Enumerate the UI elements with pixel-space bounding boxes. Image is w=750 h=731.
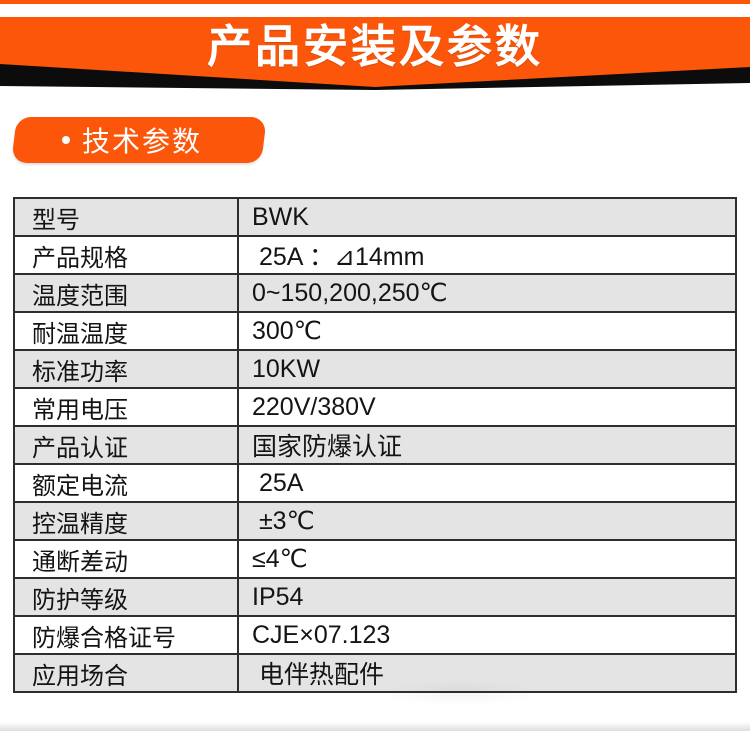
table-row: 控温精度 ±3℃ bbox=[13, 501, 737, 541]
spec-label: 防爆合格证号 bbox=[13, 615, 239, 655]
page-title: 产品安装及参数 bbox=[206, 20, 543, 72]
spec-value: ≤4℃ bbox=[237, 539, 737, 579]
section-badge-label: 技术参数 bbox=[82, 126, 203, 157]
table-row: 产品认证 国家防爆认证 bbox=[13, 425, 737, 465]
spec-label: 标准功率 bbox=[13, 349, 239, 389]
spec-value: 220V/380V bbox=[237, 387, 737, 427]
spec-table: 型号 BWK 产品规格 25A ：⊿14mm 温度范围 0~150,200,250℃ 耐温… bbox=[13, 197, 737, 693]
spec-label: 应用场合 bbox=[13, 653, 239, 693]
spec-label: 通断差动 bbox=[13, 539, 239, 579]
spec-label: 常用电压 bbox=[13, 387, 239, 427]
spec-value: 电伴热配件 bbox=[237, 653, 737, 693]
table-row: 通断差动 ≤4℃ bbox=[13, 539, 737, 579]
spec-table-body: 型号 BWK 产品规格 25A ：⊿14mm 温度范围 0~150,200,250℃ 耐温… bbox=[13, 197, 737, 693]
table-row: 应用场合 电伴热配件 bbox=[13, 653, 737, 693]
spec-value: IP54 bbox=[237, 577, 737, 617]
table-row: 标准功率 10KW bbox=[13, 349, 737, 389]
table-row: 产品规格 25A ：⊿14mm bbox=[13, 235, 737, 275]
top-accent-strip bbox=[0, 0, 750, 4]
spec-value: 10KW bbox=[237, 349, 737, 389]
spec-label: 额定电流 bbox=[13, 463, 239, 503]
spec-value: 国家防爆认证 bbox=[237, 425, 737, 465]
bullet-icon bbox=[62, 136, 70, 144]
table-row: 防爆合格证号 CJE×07.123 bbox=[13, 615, 737, 655]
spec-label: 产品规格 bbox=[13, 235, 239, 275]
table-row: 防护等级 IP54 bbox=[13, 577, 737, 617]
spec-value: 0~150,200,250℃ bbox=[237, 273, 737, 313]
spec-value: BWK bbox=[237, 197, 737, 237]
spec-label: 防护等级 bbox=[13, 577, 239, 617]
spec-label: 耐温温度 bbox=[13, 311, 239, 351]
table-row: 额定电流 25A bbox=[13, 463, 737, 503]
header-banner: 产品安装及参数 bbox=[0, 0, 750, 95]
table-row: 常用电压 220V/380V bbox=[13, 387, 737, 427]
spec-value: 300℃ bbox=[237, 311, 737, 351]
spec-label: 温度范围 bbox=[13, 273, 239, 313]
bottom-edge-fade bbox=[0, 722, 750, 731]
spec-value: CJE×07.123 bbox=[237, 615, 737, 655]
spec-value: 25A ：⊿14mm bbox=[237, 235, 737, 275]
table-row: 型号 BWK bbox=[13, 197, 737, 237]
section-badge: 技术参数 bbox=[11, 117, 267, 163]
spec-label: 控温精度 bbox=[13, 501, 239, 541]
spec-value: 25A bbox=[237, 463, 737, 503]
spec-label: 产品认证 bbox=[13, 425, 239, 465]
spec-label: 型号 bbox=[13, 197, 239, 237]
table-row: 耐温温度 300℃ bbox=[13, 311, 737, 351]
table-row: 温度范围 0~150,200,250℃ bbox=[13, 273, 737, 313]
spec-value: ±3℃ bbox=[237, 501, 737, 541]
section-badge-content: 技术参数 bbox=[14, 117, 264, 163]
